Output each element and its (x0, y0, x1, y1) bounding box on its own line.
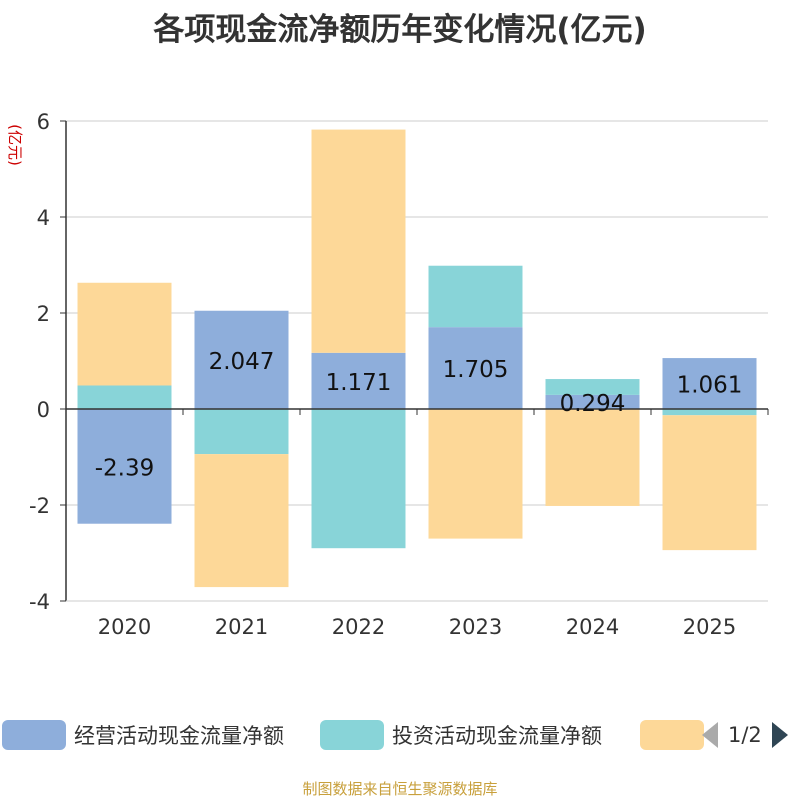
legend-swatch-investing (320, 720, 384, 750)
legend-swatch-financing (640, 720, 704, 750)
y-tick-label: 4 (37, 206, 50, 230)
legend-item-investing[interactable]: 投资活动现金流量净额 (320, 720, 602, 750)
pager-page-indicator: 1/2 (728, 723, 762, 747)
legend-item-operating[interactable]: 经营活动现金流量净额 (2, 720, 284, 750)
x-tick-label: 2025 (683, 615, 736, 639)
y-axis-label: (亿元) (6, 124, 24, 166)
legend-label-operating: 经营活动现金流量净额 (74, 724, 284, 748)
bar-operating-2022 (311, 352, 406, 409)
pager-next-icon[interactable] (770, 720, 790, 750)
bar-financing-2021 (194, 454, 289, 588)
bar-investing-2022 (311, 409, 406, 549)
data-label: 2.047 (209, 349, 275, 375)
y-tick-label: 0 (37, 398, 50, 422)
bar-financing-2024 (545, 409, 640, 506)
bar-investing-2025 (662, 409, 757, 416)
x-tick-label: 2023 (449, 615, 502, 639)
x-tick-label: 2020 (98, 615, 151, 639)
y-tick-label: 6 (37, 110, 50, 134)
legend-swatch-operating (2, 720, 66, 750)
bar-investing-2021 (194, 409, 289, 455)
bar-operating-2023 (428, 327, 523, 409)
y-tick-label: 2 (37, 302, 50, 326)
bar-investing-2020 (77, 385, 172, 409)
x-tick-label: 2022 (332, 615, 385, 639)
data-label: 1.705 (443, 357, 509, 383)
x-tick-label: 2021 (215, 615, 268, 639)
bar-financing-2020 (77, 282, 172, 386)
bar-financing-2022 (311, 129, 406, 353)
bar-operating-2024 (545, 394, 640, 409)
legend-label-investing: 投资活动现金流量净额 (392, 724, 602, 748)
legend-pager: 1/2 (700, 718, 790, 752)
bar-financing-2023 (428, 409, 523, 539)
source-footer: 制图数据来自恒生聚源数据库 (302, 780, 498, 798)
legend: 经营活动现金流量净额 投资活动现金流量净额 1/2 (0, 716, 800, 756)
data-label: -2.39 (95, 455, 155, 481)
bar-operating-2025 (662, 358, 757, 409)
y-tick-label: -2 (29, 494, 50, 518)
bar-investing-2024 (545, 379, 640, 395)
chart-plot: -4 -2 0 2 4 6 2020 2021 2022 2023 2024 2025 -2.39 2.0… (6, 110, 769, 639)
bar-financing-2025 (662, 415, 757, 551)
pager-prev-icon[interactable] (700, 720, 720, 750)
bar-operating-2020 (77, 409, 172, 524)
legend-item-financing[interactable] (640, 720, 704, 750)
data-label: 1.171 (326, 370, 392, 396)
y-tick-label: -4 (29, 590, 50, 614)
bar-operating-2021 (194, 310, 289, 409)
chart-title: 各项现金流净额历年变化情况(亿元) (153, 12, 647, 48)
data-label: 0.294 (560, 391, 626, 417)
x-tick-label: 2024 (566, 615, 619, 639)
data-label: 1.061 (677, 373, 743, 399)
bar-investing-2023 (428, 265, 523, 328)
